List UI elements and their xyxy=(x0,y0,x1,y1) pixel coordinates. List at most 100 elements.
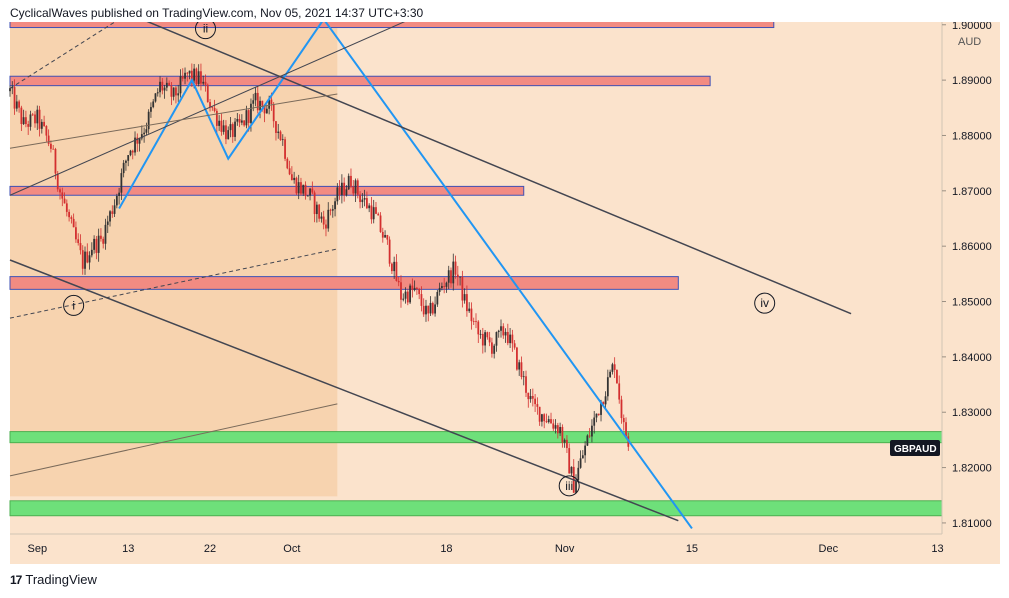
candle-body xyxy=(18,101,20,108)
trend-lines-layer xyxy=(9,22,852,530)
candle-body xyxy=(370,205,373,220)
y-tick-label: 1.87000 xyxy=(952,186,992,198)
trend-line-4[interactable] xyxy=(9,93,338,149)
candle-body xyxy=(545,421,548,423)
candle-body xyxy=(134,137,136,153)
candle-body xyxy=(568,448,571,474)
candle-body xyxy=(616,369,618,384)
candle-body xyxy=(86,251,89,263)
candle-body xyxy=(179,76,182,94)
support-zone-5[interactable] xyxy=(9,500,943,517)
y-tick-label: 1.88000 xyxy=(952,130,992,142)
candle-body xyxy=(154,93,157,102)
candle-body xyxy=(375,207,377,214)
candle-body xyxy=(227,130,230,140)
trend-line-2[interactable] xyxy=(9,259,679,522)
trend-line-5[interactable] xyxy=(9,403,338,477)
candle-body xyxy=(281,139,284,141)
candle-body xyxy=(177,93,180,96)
candle-body xyxy=(506,331,509,344)
candle-body xyxy=(577,467,580,481)
candle-body xyxy=(265,108,268,114)
candle-body xyxy=(156,92,159,94)
candle-body xyxy=(75,227,77,240)
candle-body xyxy=(447,270,450,283)
candle-body xyxy=(100,235,102,239)
resistance-zone-2[interactable] xyxy=(9,185,525,196)
candle-body xyxy=(356,180,359,195)
candle-body xyxy=(595,413,598,418)
candle-body xyxy=(302,184,305,194)
candle-body xyxy=(531,396,534,399)
candle-body xyxy=(120,173,123,193)
candle-body xyxy=(466,294,468,312)
candle-body xyxy=(609,371,612,378)
candle-body xyxy=(365,198,368,209)
dashed-line-0[interactable] xyxy=(9,22,119,89)
resistance-zone-3[interactable] xyxy=(9,276,679,290)
candle-body xyxy=(579,458,582,468)
trend-line-3[interactable] xyxy=(9,22,410,196)
candle-body xyxy=(9,88,11,92)
candle-body xyxy=(491,342,493,354)
candle-body xyxy=(59,189,61,193)
candle-body xyxy=(354,180,357,194)
candle-body xyxy=(240,120,243,123)
candle-body xyxy=(250,103,252,123)
wave-label-ii[interactable]: ii xyxy=(194,22,216,40)
candle-body xyxy=(245,110,248,126)
candle-body xyxy=(13,87,16,109)
candle-body xyxy=(118,192,121,196)
candle-body xyxy=(450,270,452,284)
candle-body xyxy=(520,362,523,377)
candle-body xyxy=(477,321,480,335)
wave-label-i[interactable]: i xyxy=(63,294,85,316)
time-axis-background xyxy=(10,534,1000,564)
candle-body xyxy=(150,107,152,112)
candle-body xyxy=(461,276,464,301)
candle-body xyxy=(513,343,516,348)
candle-body xyxy=(618,383,621,400)
candle-body xyxy=(575,480,577,493)
candle-body xyxy=(463,294,466,301)
resistance-zone-1[interactable] xyxy=(9,75,711,87)
trend-line-0[interactable] xyxy=(118,22,693,530)
candle-body xyxy=(65,203,68,212)
candle-body xyxy=(295,177,298,194)
candle-body xyxy=(406,291,409,303)
candle-body xyxy=(322,216,325,225)
x-tick-label: Oct xyxy=(283,543,300,555)
candle-body xyxy=(113,205,116,214)
candle-body xyxy=(97,235,100,253)
candle-body xyxy=(584,445,587,456)
currency-badge: AUD xyxy=(954,34,984,48)
price-axis[interactable]: 1.90000 1.89000 1.88000 1.87000 1.86000 1.850… xyxy=(942,22,992,530)
candle-body xyxy=(186,72,189,74)
wave-label-iii[interactable]: iii xyxy=(558,475,580,497)
candle-body xyxy=(606,377,609,397)
trend-line-1[interactable] xyxy=(142,22,852,315)
candle-body xyxy=(56,173,59,190)
candle-body xyxy=(529,396,532,400)
candle-body xyxy=(84,251,86,269)
candle-body xyxy=(536,404,539,407)
candle-body xyxy=(93,238,96,250)
candle-body xyxy=(622,418,625,423)
candle-body xyxy=(331,209,334,211)
time-axis[interactable]: Sep 13 22 Oct 18 Nov 15 Dec 13 xyxy=(27,543,943,555)
candle-body xyxy=(254,92,257,101)
candle-body xyxy=(384,235,386,238)
candle-body xyxy=(518,362,521,370)
wave-label-iv[interactable]: iv xyxy=(754,292,776,314)
candle-body xyxy=(411,285,414,291)
candle-body xyxy=(25,117,27,125)
candle-body xyxy=(400,282,402,300)
candle-body xyxy=(343,182,346,196)
candle-body xyxy=(261,100,264,106)
wave-label-circle xyxy=(558,475,580,497)
candle-body xyxy=(268,99,271,109)
candle-body xyxy=(547,419,550,423)
candle-body xyxy=(602,401,605,405)
